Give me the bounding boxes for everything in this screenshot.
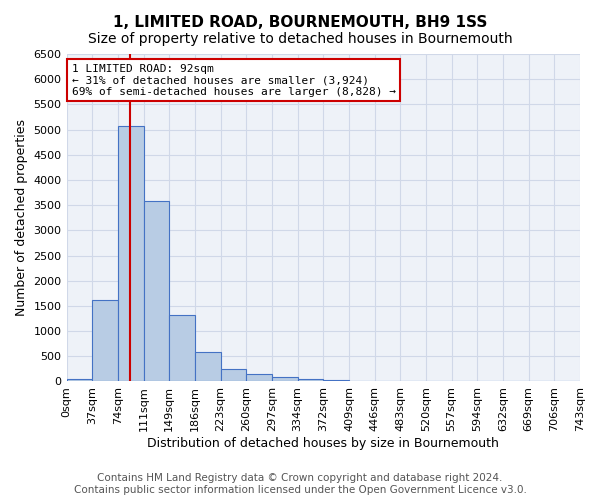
Bar xyxy=(246,374,272,382)
Text: Contains HM Land Registry data © Crown copyright and database right 2024.
Contai: Contains HM Land Registry data © Crown c… xyxy=(74,474,526,495)
Text: 1 LIMITED ROAD: 92sqm
← 31% of detached houses are smaller (3,924)
69% of semi-d: 1 LIMITED ROAD: 92sqm ← 31% of detached … xyxy=(71,64,395,97)
Bar xyxy=(169,315,195,382)
Bar xyxy=(143,201,169,382)
Bar xyxy=(118,126,143,382)
Bar xyxy=(92,300,118,382)
Bar xyxy=(349,381,374,382)
Y-axis label: Number of detached properties: Number of detached properties xyxy=(15,119,28,316)
Text: 1, LIMITED ROAD, BOURNEMOUTH, BH9 1SS: 1, LIMITED ROAD, BOURNEMOUTH, BH9 1SS xyxy=(113,15,487,30)
Bar xyxy=(272,377,298,382)
X-axis label: Distribution of detached houses by size in Bournemouth: Distribution of detached houses by size … xyxy=(148,437,499,450)
Text: Size of property relative to detached houses in Bournemouth: Size of property relative to detached ho… xyxy=(88,32,512,46)
Bar xyxy=(298,380,323,382)
Bar xyxy=(195,352,221,382)
Bar xyxy=(67,379,92,382)
Bar xyxy=(221,369,246,382)
Bar xyxy=(323,380,349,382)
